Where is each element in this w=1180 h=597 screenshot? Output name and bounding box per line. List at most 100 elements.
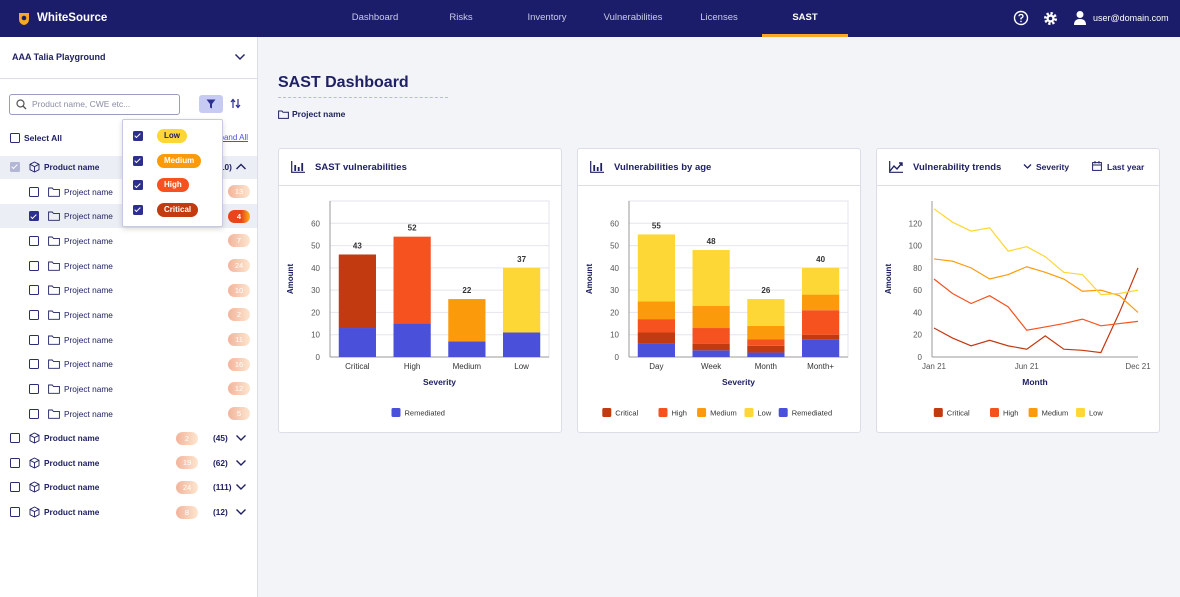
search-icon	[16, 99, 27, 110]
sort-icon[interactable]	[230, 98, 242, 109]
y-axis-title: Amount	[286, 264, 295, 295]
project-checkbox[interactable]	[29, 408, 39, 419]
product-checkbox[interactable]	[10, 482, 20, 493]
product-checkbox[interactable]	[10, 433, 20, 444]
project-name[interactable]: Project name	[64, 235, 113, 246]
project-name[interactable]: Project name	[64, 334, 113, 345]
product-name[interactable]: Product name	[44, 162, 100, 172]
bar-total-label: 52	[408, 224, 417, 233]
project-name[interactable]: Project name	[64, 285, 113, 296]
project-name[interactable]: Project name	[64, 408, 113, 419]
product-checkbox[interactable]	[10, 507, 20, 518]
project-checkbox[interactable]	[29, 383, 39, 394]
brand[interactable]: WhiteSource	[37, 12, 108, 24]
x-tick-label: Month	[755, 362, 777, 371]
bar-segment	[747, 339, 785, 346]
help-icon[interactable]	[1013, 10, 1029, 26]
y-tick-label: 10	[311, 331, 320, 340]
filter-checkbox[interactable]	[133, 131, 143, 141]
trend-line	[933, 258, 1139, 313]
nav-item[interactable]: Vulnerabilities	[603, 12, 663, 23]
title-underline	[278, 97, 448, 98]
project-checkbox[interactable]	[29, 285, 39, 296]
severity-badge: 24	[228, 259, 250, 273]
severity-badge: 16	[228, 357, 250, 371]
bar-segment	[637, 343, 675, 357]
expand-chevron[interactable]	[235, 459, 247, 467]
project-name[interactable]: Project name	[64, 186, 113, 197]
project-checkbox[interactable]	[29, 235, 39, 246]
legend-swatch	[1028, 408, 1038, 417]
product-name[interactable]: Product name	[44, 457, 100, 468]
bar-segment	[747, 352, 785, 357]
severity-chevron[interactable]	[1023, 163, 1032, 170]
breadcrumb[interactable]: Project name	[292, 109, 346, 119]
project-checkbox[interactable]	[29, 309, 39, 320]
filter-checkbox[interactable]	[133, 180, 143, 191]
date-range-control[interactable]: Last year	[1107, 162, 1145, 172]
project-name[interactable]: Project name	[64, 383, 113, 394]
filter-checkbox[interactable]	[133, 155, 143, 166]
project-checkbox[interactable]	[29, 334, 39, 345]
project-checkbox[interactable]	[29, 186, 39, 197]
search-input[interactable]: Product name, CWE etc...	[9, 94, 180, 115]
legend-label: Medium	[710, 409, 737, 418]
nav-item[interactable]: Inventory	[527, 12, 567, 23]
project-checkbox[interactable]	[29, 359, 39, 370]
legend-label: Critical	[615, 409, 638, 418]
x-tick-label: Month+	[807, 362, 834, 371]
filter-button[interactable]	[199, 95, 223, 113]
user-email[interactable]: user@domain.com	[1093, 13, 1169, 23]
project-checkbox[interactable]	[29, 211, 39, 222]
search-placeholder: Product name, CWE etc...	[32, 99, 131, 109]
calendar-icon[interactable]	[1092, 161, 1102, 171]
folder-icon	[48, 211, 60, 222]
legend-label: Medium	[1042, 409, 1069, 418]
org-chevron[interactable]	[234, 53, 246, 61]
y-tick-label: 30	[311, 286, 320, 295]
legend-swatch	[697, 408, 707, 417]
chart-plot: 0 10 20 30 40 50 60 Amount Severity Critical 43 Hig…	[286, 200, 550, 418]
nav-item[interactable]: SAST	[762, 0, 848, 37]
project-name[interactable]: Project name	[64, 309, 113, 320]
project-checkbox[interactable]	[29, 260, 39, 271]
org-name[interactable]: AAA Talia Playground	[12, 52, 106, 62]
nav-item[interactable]: Risks	[449, 12, 473, 23]
bar-segment	[692, 305, 730, 329]
card-header: Vulnerability trends Severity Last year	[877, 149, 1159, 186]
expand-chevron[interactable]	[235, 163, 247, 171]
product-name[interactable]: Product name	[44, 507, 100, 518]
severity-control[interactable]: Severity	[1036, 162, 1070, 172]
expand-all[interactable]: Expand All	[210, 133, 248, 142]
expand-chevron[interactable]	[235, 434, 247, 442]
product-name[interactable]: Product name	[44, 482, 100, 493]
project-name[interactable]: Project name	[64, 359, 113, 370]
x-tick-label: Jan 21	[922, 362, 947, 371]
expand-chevron[interactable]	[235, 508, 247, 516]
expand-chevron[interactable]	[235, 483, 247, 491]
filter-option[interactable]: Low	[157, 129, 187, 143]
product-checkbox[interactable]	[10, 457, 20, 468]
product-checkbox[interactable]	[10, 162, 20, 172]
bar-segment	[802, 310, 840, 335]
select-all-checkbox[interactable]	[10, 133, 20, 143]
settings-icon[interactable]	[1043, 11, 1058, 26]
project-name[interactable]: Project name	[64, 211, 113, 222]
filter-option[interactable]: High	[157, 178, 189, 193]
product-name[interactable]: Product name	[44, 433, 100, 444]
filter-checkbox[interactable]	[133, 205, 143, 216]
chart-plot: 0 20 40 60 80 100 120 Amount Month Jan 21 Jun 21 De…	[884, 201, 1151, 418]
y-tick-label: 0	[316, 353, 321, 362]
x-axis-title: Month	[1022, 377, 1048, 387]
filter-option[interactable]: Medium	[157, 153, 202, 168]
bar-segment	[393, 236, 431, 324]
user-icon[interactable]	[1073, 10, 1087, 26]
nav-item[interactable]: Licenses	[700, 12, 738, 23]
filter-option[interactable]: Critical	[157, 203, 199, 218]
select-all[interactable]: Select All	[24, 133, 62, 143]
nav-item[interactable]: Dashboard	[351, 12, 399, 23]
product-count: (45)	[213, 433, 228, 444]
project-name[interactable]: Project name	[64, 260, 113, 271]
x-tick-label: Low	[514, 362, 529, 371]
y-axis-title: Amount	[585, 264, 594, 295]
